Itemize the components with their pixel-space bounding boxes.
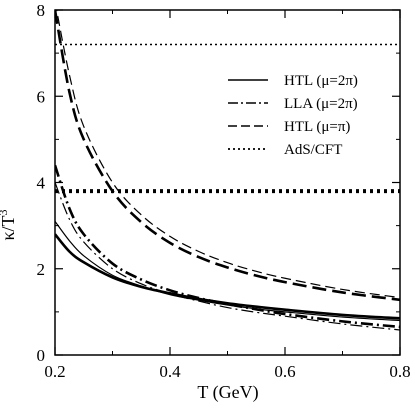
series-line-solid-thin [55,220,400,322]
axis-ticks [54,9,401,356]
legend-label: AdS/CFT [284,142,342,158]
y-axis-label: κ/T3 [0,209,18,240]
y-tick-label: 8 [37,1,46,20]
legend-label: HTL (μ=π) [284,119,350,135]
x-tick-label: 0.4 [159,362,181,381]
series-line-dashdot-thick [55,164,400,329]
series-line-dashdot-thin [55,182,400,331]
y-axis-label-main: κ/T [0,215,18,240]
legend: HTL (μ=2π) LLA (μ=2π) HTL (μ=π) AdS/CFT [228,73,358,158]
series-line-dashed-thin [56,10,400,299]
x-tick-label: 0.6 [274,362,295,381]
plot-marks [55,10,400,331]
y-tick-label: 2 [37,260,46,279]
series-line-solid-thick [55,233,400,320]
x-tick-label: 0.8 [389,362,410,381]
series-line-dashed-thick [55,10,400,302]
tick-labels: 0.2 0.4 0.6 0.8 0 2 4 6 8 [37,1,411,381]
y-tick-label: 0 [37,346,46,365]
y-tick-label: 6 [37,87,46,106]
legend-label: HTL (μ=2π) [284,73,358,89]
x-axis-label: T (GeV) [197,382,258,403]
x-tick-label: 0.2 [44,362,65,381]
legend-label: LLA (μ=2π) [284,96,358,112]
y-tick-label: 4 [37,174,46,193]
y-axis-label-sup: 3 [0,209,10,215]
